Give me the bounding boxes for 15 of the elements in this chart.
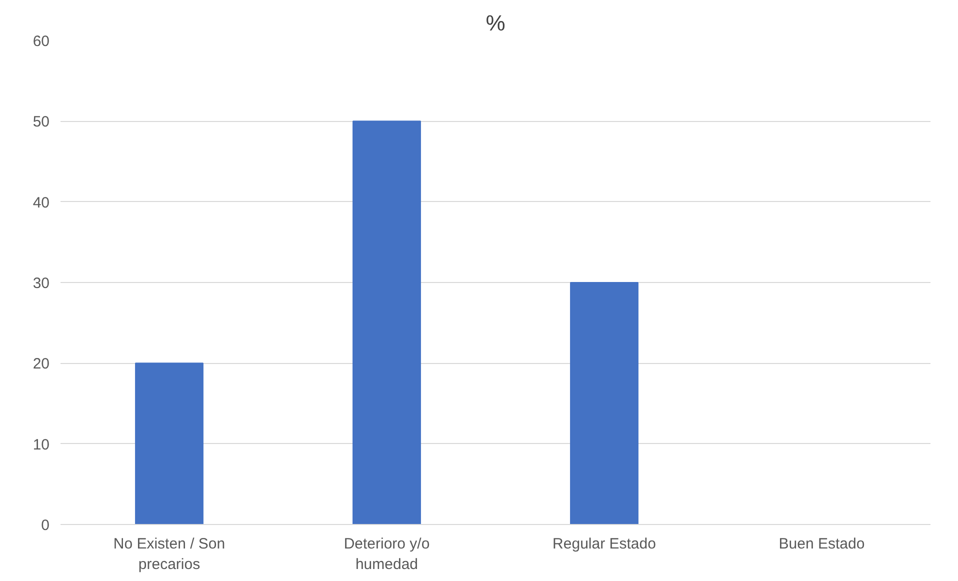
x-tick-label: No Existen / Son precarios	[113, 536, 226, 573]
y-tick-label: 20	[32, 356, 50, 373]
y-tick-label: 40	[32, 194, 50, 212]
bar	[352, 120, 421, 524]
bar	[570, 282, 638, 524]
y-tick-label: 0	[41, 517, 50, 534]
x-tick-label: Buen Estado	[778, 536, 865, 552]
y-tick-label: 50	[32, 114, 50, 131]
y-tick-label: 60	[32, 33, 50, 50]
x-tick-label: Regular Estado	[552, 536, 656, 552]
x-tick-label: Deterioro y/o humedad	[344, 536, 430, 573]
y-tick-label: 10	[32, 436, 50, 454]
bar	[135, 362, 204, 524]
y-tick-label: 30	[32, 275, 50, 292]
chart-title: %	[486, 10, 506, 36]
